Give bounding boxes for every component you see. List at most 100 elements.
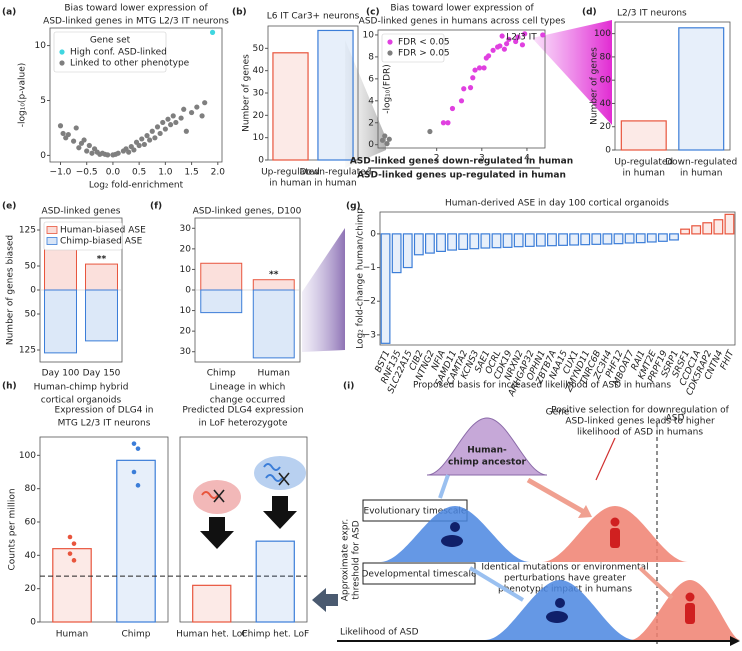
chimp-distribution: [485, 580, 635, 640]
arrow: [468, 566, 525, 602]
chart-title: in LoF heterozygote: [198, 419, 288, 429]
point: [183, 128, 189, 134]
bar: [635, 233, 646, 244]
point: [513, 38, 519, 45]
box-label: Developmental timescale: [362, 570, 477, 580]
legend-title: Gene set: [90, 36, 131, 46]
arrowhead: [730, 636, 740, 646]
legend-swatch: [59, 49, 65, 55]
panel-label: (h): [2, 382, 17, 392]
y-axis-label: Approximate expr.: [341, 519, 351, 602]
legend-box: [381, 33, 445, 63]
x-tick-label: Chimp: [207, 369, 236, 379]
bar: [602, 233, 613, 245]
connector-wedge: [532, 20, 612, 125]
chart-title: L2/3 IT neurons: [617, 9, 687, 19]
point: [485, 53, 492, 59]
chart-title: ASD-linked genes: [42, 207, 121, 217]
x-tick-label: Human het. LoF: [176, 630, 247, 640]
y-axis-label: -log₁₀(FDR): [383, 64, 393, 114]
y-tick-label: 20: [180, 244, 192, 254]
bar: [702, 222, 713, 235]
point: [202, 100, 208, 106]
x-tick-label: in human: [314, 179, 356, 189]
chimp-icon: [555, 598, 565, 608]
panel-label: (c): [366, 8, 380, 18]
legend-label: Human-biased ASE: [60, 226, 146, 236]
panel-label: (a): [2, 8, 16, 18]
legend-box: [53, 31, 167, 73]
y-tick-label: 10: [253, 133, 265, 143]
bar: [624, 233, 635, 244]
bar: [458, 233, 469, 250]
bar: [646, 233, 657, 243]
bar: [678, 27, 725, 151]
point: [499, 33, 505, 39]
bar: [317, 29, 354, 161]
y-tick-label: 50: [25, 310, 37, 320]
x-tick-label: Human: [258, 369, 290, 379]
chart-title: Predicted DLG4 expression: [182, 406, 303, 416]
bar: [480, 233, 491, 249]
point: [105, 152, 111, 158]
chimp-icon: [546, 611, 568, 623]
y-tick-label: −3: [363, 330, 376, 340]
chart-title: ASD-linked genes, D100: [193, 207, 302, 217]
bar: [502, 233, 513, 248]
bar: [85, 263, 118, 291]
x-tick-label: Up-regulated: [261, 168, 320, 178]
point: [149, 128, 155, 134]
y-tick-label: 50: [25, 262, 37, 272]
point: [67, 534, 73, 540]
point: [65, 131, 71, 138]
point: [386, 136, 392, 142]
y-tick-label: 100: [594, 29, 611, 39]
y-tick-label: 0: [30, 618, 36, 628]
point: [481, 65, 487, 71]
panel-label: (e): [2, 202, 16, 212]
bar: [613, 233, 624, 245]
human-icon: [685, 603, 695, 624]
x-tick-label: in human: [680, 169, 722, 179]
gene: [265, 474, 283, 482]
x-tick-label: in human: [269, 179, 311, 189]
note: ASD-linked genes leads to higher: [565, 417, 715, 427]
point: [173, 119, 179, 126]
box: [362, 562, 476, 585]
y-tick-label: 40: [25, 551, 37, 561]
point: [504, 41, 510, 47]
point: [515, 34, 521, 40]
chart-title: ASD-linked genes in humans across cell t…: [359, 17, 566, 27]
y-tick-label: 20: [253, 111, 265, 121]
lof-illustration: [193, 456, 306, 549]
point: [194, 104, 200, 110]
chart-title: Bias toward lower expression of: [390, 4, 534, 14]
point: [522, 31, 528, 37]
connector-wedge: [302, 228, 345, 352]
x-axis-label: cortical organoids: [41, 396, 122, 406]
bar: [436, 233, 446, 252]
y-tick-label: 125: [19, 346, 36, 356]
point: [67, 551, 73, 556]
bar: [513, 233, 524, 248]
y-tick-label: 10: [180, 306, 192, 316]
arrow: [638, 566, 674, 600]
point: [70, 138, 77, 144]
point: [445, 120, 451, 126]
point: [135, 483, 141, 488]
node-label: Human-: [467, 446, 507, 456]
point: [76, 145, 82, 151]
y-tick-label: 125: [19, 226, 36, 236]
x-tick-label: Chimp het. LoF: [241, 630, 309, 640]
panel-label: (i): [343, 382, 354, 392]
legend-swatch: [46, 237, 58, 245]
point: [165, 116, 171, 122]
point: [168, 122, 174, 128]
note: perturbations have greater: [504, 574, 626, 584]
y-tick-label: 0: [30, 286, 36, 296]
chart-title: ASD-linked genes in MTG L2/3 IT neurons: [43, 17, 229, 27]
point: [379, 137, 386, 143]
diagram: (i) Proposed basis for increased likelih…: [337, 381, 740, 646]
plot-frame: [39, 436, 169, 623]
x-tick-label: 1.0: [158, 168, 173, 178]
